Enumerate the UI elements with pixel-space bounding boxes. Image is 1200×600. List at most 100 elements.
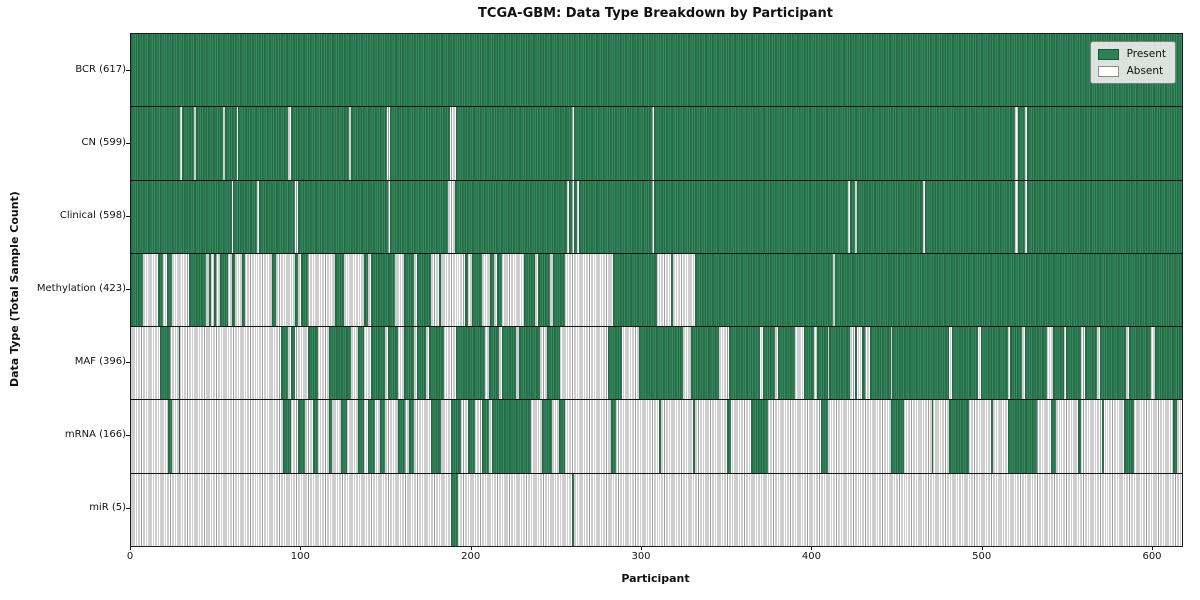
x-tick-label-200: 200 [461,551,481,562]
x-tick-label-400: 400 [801,551,821,562]
legend-absent-swatch [1097,65,1119,77]
present-segment [1129,327,1152,400]
present-segment [301,253,309,327]
heatmap-row-maf [131,327,1182,401]
x-axis-label: Participant [621,572,690,585]
present-segment [892,327,949,400]
present-segment [291,327,295,400]
present-segment [131,180,232,253]
present-segment [350,107,387,180]
present-segment [389,107,450,180]
present-segment [490,253,494,327]
present-segment [1066,327,1082,400]
present-segment [803,327,815,400]
heatmap-row-mir [131,473,1182,546]
present-segment [1026,180,1182,253]
y-tick-mark [126,143,130,144]
present-segment [456,327,486,400]
present-segment [231,253,235,327]
present-segment [488,327,499,400]
present-segment [502,327,516,400]
x-tick-label-100: 100 [290,551,310,562]
present-segment [340,400,348,473]
present-segment [209,253,212,327]
present-segment [1008,400,1038,473]
present-segment [573,180,578,253]
heatmap-row-cn [131,107,1182,181]
present-segment [238,107,288,180]
present-segment [924,180,1016,253]
y-tick-label-clinical: Clinical (598) [59,209,126,221]
present-segment [224,107,237,180]
present-segment [948,400,970,473]
y-tick-mark [126,216,130,217]
present-segment [451,400,462,473]
present-segment [308,327,319,400]
x-tick-mark [470,546,472,550]
present-segment [357,327,365,400]
x-tick-mark [981,546,983,550]
present-segment [272,253,276,327]
present-segment [856,180,924,253]
present-segment [849,180,855,253]
y-tick-label-methylation: Methylation (423) [36,283,126,294]
y-tick-label-mrna: mRNA (166) [64,429,126,441]
present-segment [653,107,1016,180]
present-segment [572,473,574,546]
present-segment [357,400,365,473]
present-segment [670,253,673,327]
present-segment [398,400,406,473]
legend: Present Absent [1089,41,1176,84]
present-segment [1173,400,1177,473]
present-segment [854,327,857,400]
present-segment [524,253,535,327]
x-tick-mark [130,546,131,550]
present-segment [417,327,426,400]
present-segment [861,327,866,400]
present-segment [481,400,489,473]
present-segment [931,400,934,473]
legend-entry-absent: Absent [1097,65,1166,77]
present-segment [131,107,181,180]
present-segment [297,180,389,253]
present-segment [546,327,561,400]
heatmap-row-clinical [131,180,1182,254]
present-segment [558,400,566,473]
present-segment [389,180,448,253]
y-tick-label-bcr: BCR (617) [75,63,126,75]
present-segment [497,253,503,327]
present-segment [1154,327,1182,400]
heatmap-row-mrna [131,400,1182,474]
present-segment [820,400,828,473]
present-segment [364,253,368,327]
present-segment [611,400,617,473]
present-segment [1100,327,1126,400]
present-segment [464,253,469,327]
x-tick-label-300: 300 [631,551,651,562]
present-segment [430,400,442,473]
present-segment [219,253,229,327]
present-segment [1050,400,1056,473]
present-segment [166,253,172,327]
present-segment [607,327,622,400]
legend-present-swatch [1097,48,1119,60]
legend-present-label: Present [1126,48,1166,60]
present-segment [159,327,171,400]
present-segment [980,327,1009,400]
present-segment [541,400,552,473]
present-segment [1026,107,1182,180]
x-tick-mark [300,546,302,550]
present-segment [694,253,833,327]
present-segment [214,253,217,327]
present-segment [195,107,223,180]
present-segment [454,180,568,253]
present-segment [1052,327,1065,400]
present-segment [568,180,573,253]
present-segment [952,327,978,400]
present-segment [258,180,295,253]
present-segment [519,327,540,400]
present-segment [829,327,850,400]
present-segment [367,400,375,473]
chart-title: TCGA-GBM: Data Type Breakdown by Partici… [478,6,833,21]
